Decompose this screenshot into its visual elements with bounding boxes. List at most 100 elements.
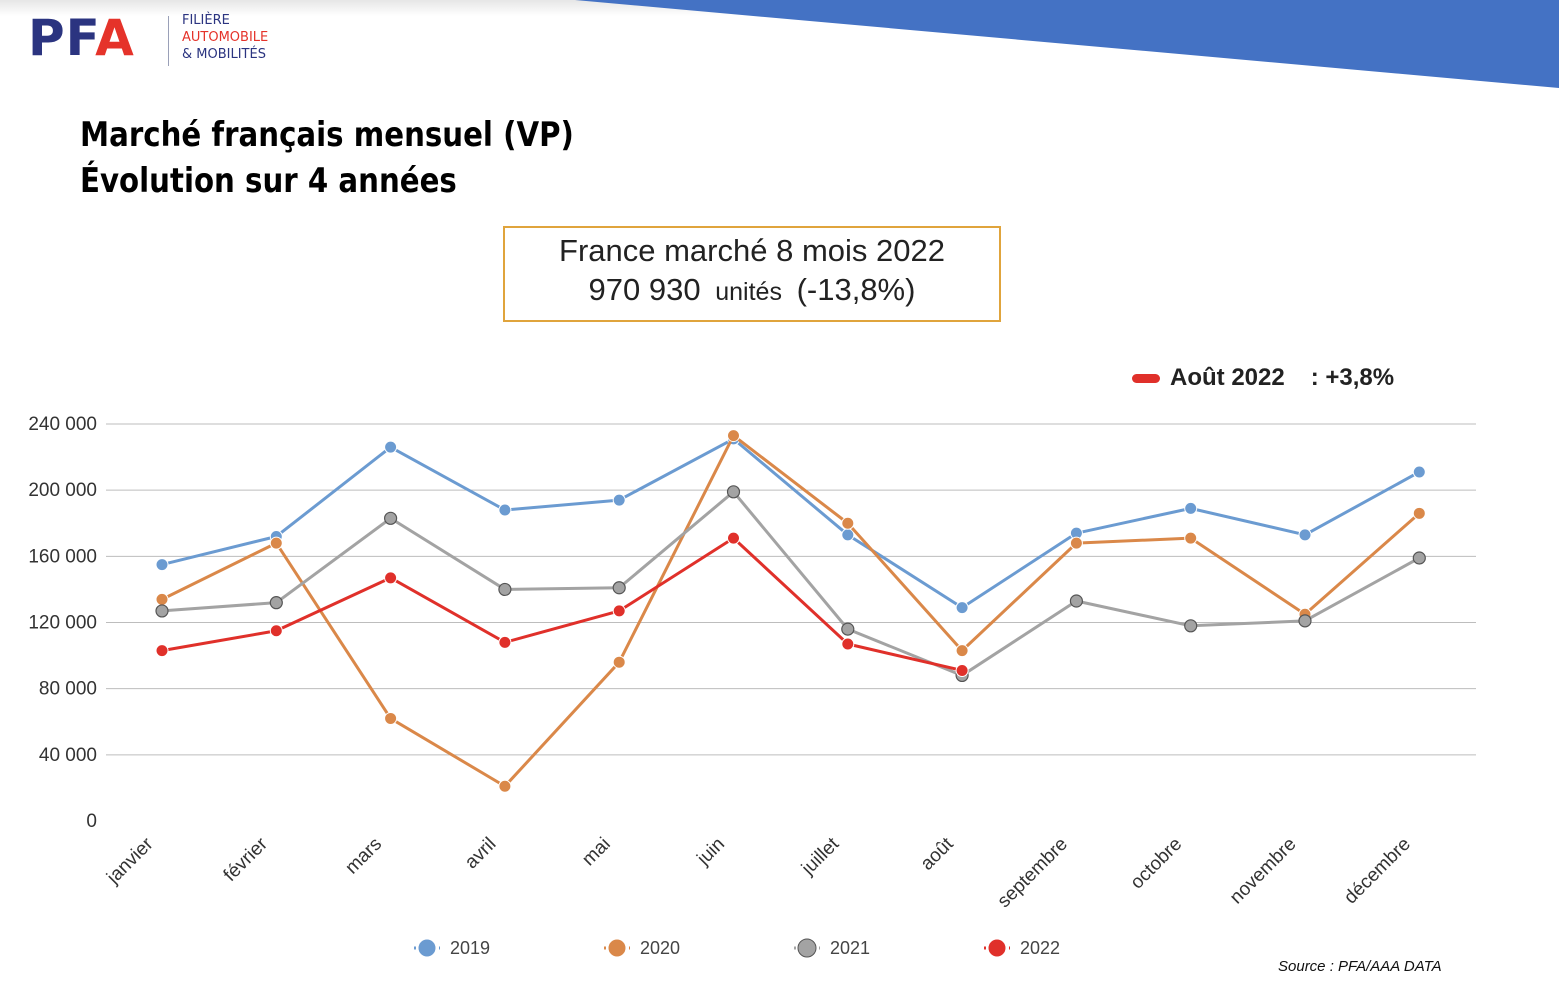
data-point-2019 [1412,465,1426,479]
top-banner [0,0,1559,88]
logo-letter-a: A [95,9,135,67]
data-point-2019 [612,493,626,507]
x-tick-label: juillet [797,833,844,880]
data-point-2021 [841,622,855,636]
chart-legend: 2019 2020 2021 2022 [0,935,1559,963]
logo-subtitle: FILIÈRE AUTOMOBILE & MOBILITÉS [182,12,312,63]
data-point-2021 [1412,551,1426,565]
data-point-2021 [1298,614,1312,628]
y-tick-label: 40 000 [39,745,97,766]
data-point-2019 [1184,501,1198,515]
legend-marker-icon [604,938,630,958]
page-title: Marché français mensuel (VP) Évolution s… [80,112,574,204]
x-tick-label: mai [578,834,615,871]
summary-value: 970 930 [588,272,701,307]
data-point-2020 [384,711,398,725]
source-note: Source : PFA/AAA DATA [1278,958,1442,975]
legend-item-2021: 2021 [794,935,870,961]
data-point-2020 [155,592,169,606]
banner-shape [575,0,1559,88]
data-point-2020 [841,516,855,530]
x-tick-label: décembre [1340,834,1415,909]
page-title-line-2: Évolution sur 4 années [80,161,457,201]
y-tick-label: 0 [86,811,97,832]
data-point-2019 [1298,528,1312,542]
data-point-2022 [955,663,969,677]
x-tick-label: avril [461,834,500,873]
data-point-2021 [498,582,512,597]
logo-letters: PFA [28,8,135,68]
logo-line-3: & MOBILITÉS [182,47,266,62]
highlight-annotation: Août 2022 : +3,8% [1132,362,1394,394]
x-tick-label: juin [693,834,729,870]
data-point-2021 [269,596,283,610]
x-tick-label: janvier [102,833,158,889]
legend-item-2022: 2022 [984,935,1060,961]
series-line-2019 [161,437,1421,610]
logo-letters-text: PF [28,9,96,67]
logo-line-2: AUTOMOBILE [182,30,269,45]
highlight-swatch [1132,373,1160,383]
legend-label: 2019 [450,937,491,958]
highlight-value: : +3,8% [1310,364,1395,391]
legend-marker-icon [984,938,1010,958]
legend-label: 2022 [1020,937,1061,958]
x-tick-label: février [220,833,273,886]
data-point-2020 [498,779,512,793]
data-point-2020 [269,536,283,550]
page-title-line-1: Marché français mensuel (VP) [80,115,574,155]
summary-change: (-13,8%) [796,272,916,307]
y-tick-label: 200 000 [28,480,97,501]
summary-box: France marché 8 mois 2022 970 930 unités… [503,226,1001,322]
legend-marker-icon [794,938,820,958]
data-point-2021 [384,511,398,525]
highlight-label: Août 2022 [1170,364,1285,391]
data-point-2022 [269,624,283,638]
summary-units: unités [715,278,782,306]
x-tick-label: octobre [1127,834,1187,894]
data-point-2022 [498,635,512,649]
legend-item-2020: 2020 [604,935,680,961]
data-point-2019 [498,503,512,517]
x-tick-label: mars [341,834,386,879]
x-tick-label: août [917,833,959,875]
legend-item-2019: 2019 [414,935,490,961]
data-point-2022 [612,604,626,618]
data-point-2020 [612,655,626,669]
data-point-2021 [726,485,741,499]
data-point-2022 [727,531,740,545]
data-point-2020 [1184,531,1198,545]
series-line-2021 [161,490,1421,677]
logo-line-1: FILIÈRE [182,13,230,28]
x-tick-label: septembre [994,834,1072,912]
logo-divider [168,16,169,66]
y-tick-label: 240 000 [28,414,97,435]
data-point-2022 [384,571,398,585]
y-tick-label: 80 000 [39,679,97,700]
data-point-2021 [1069,594,1084,608]
data-point-2020 [1412,506,1426,520]
data-point-2021 [155,604,169,618]
line-chart: 0 40 000 80 000 120 000 160 000 200 000 240 00… [28,414,1476,912]
y-tick-label: 160 000 [28,546,97,567]
data-point-2020 [727,429,740,443]
series-line-2020 [161,434,1421,788]
legend-label: 2021 [830,937,871,958]
legend-label: 2020 [640,937,681,958]
data-point-2019 [384,440,398,454]
data-point-2019 [955,601,969,615]
data-point-2022 [155,644,169,658]
data-point-2019 [155,558,169,572]
data-point-2020 [1069,536,1083,550]
data-point-2020 [955,644,969,658]
data-point-2022 [841,637,855,651]
legend-marker-icon [414,938,440,958]
summary-figures: 970 930 unités (-13,8%) [505,270,999,312]
series-line-2022 [161,536,963,672]
y-tick-label: 120 000 [28,613,97,634]
data-point-2019 [841,528,855,542]
data-point-2021 [612,581,626,595]
x-tick-label: novembre [1226,834,1301,909]
summary-heading: France marché 8 mois 2022 [559,233,945,268]
data-point-2021 [1184,619,1198,633]
